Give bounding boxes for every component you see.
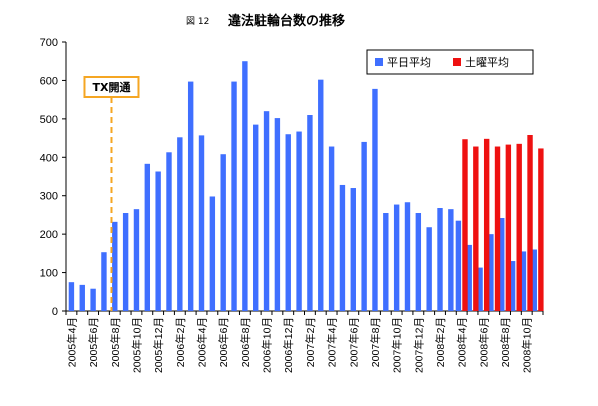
- y-tick-label: 700: [40, 37, 58, 49]
- bar-weekday: [531, 249, 537, 311]
- bar-weekday: [155, 171, 161, 311]
- bars-weekday-series: [68, 61, 537, 312]
- bar-weekday: [122, 213, 129, 311]
- bar-weekday: [404, 202, 411, 311]
- x-tick-label: 2008年6月: [477, 317, 490, 367]
- bar-weekday: [466, 244, 472, 311]
- x-tick-label: 2008年8月: [499, 317, 512, 367]
- y-tick-label: 400: [40, 152, 58, 164]
- x-tick-label: 2006年2月: [174, 317, 187, 367]
- y-ticks: 0 100 200 300 400 500 600 700: [40, 37, 66, 318]
- bar-saturday: [494, 146, 501, 311]
- bar-weekday: [437, 208, 443, 311]
- bar-weekday: [499, 218, 505, 311]
- bar-weekday: [328, 146, 335, 311]
- x-tick-label: 2007年12月: [412, 317, 425, 373]
- x-tick-label: 2007年10月: [391, 317, 404, 373]
- bar-saturday: [527, 134, 533, 311]
- bar-weekday: [101, 252, 107, 311]
- y-tick-label: 0: [52, 306, 58, 318]
- bar-weekday: [415, 213, 422, 311]
- bar-weekday: [339, 184, 346, 311]
- bar-saturday: [516, 143, 522, 311]
- bar-weekday: [350, 188, 356, 311]
- legend-swatch-weekday: [375, 58, 383, 66]
- bar-weekday: [112, 221, 118, 311]
- y-tick-label: 300: [40, 191, 58, 203]
- tx-opening-label: TX開通: [92, 81, 130, 94]
- bar-weekday: [198, 135, 205, 311]
- bar-weekday: [133, 209, 140, 311]
- bar-weekday: [448, 209, 454, 311]
- x-tick-label: 2007年4月: [326, 317, 339, 367]
- bar-weekday: [242, 61, 248, 311]
- bar-weekday: [90, 288, 96, 311]
- legend-label-saturday: 土曜平均: [465, 56, 509, 69]
- legend-swatch-saturday: [453, 58, 461, 66]
- y-tick-label: 500: [40, 114, 58, 126]
- x-tick-label: 2007年6月: [347, 317, 360, 367]
- x-tick-label: 2006年8月: [239, 317, 252, 367]
- bar-weekday: [296, 131, 302, 311]
- figure-number: 図 12: [186, 16, 209, 27]
- y-tick-label: 200: [40, 229, 58, 241]
- bar-weekday: [285, 134, 291, 311]
- bar-weekday: [220, 154, 226, 311]
- bar-weekday: [274, 118, 281, 312]
- bar-weekday: [187, 81, 194, 312]
- bar-weekday: [520, 251, 527, 311]
- bar-weekday: [477, 267, 483, 311]
- bar-saturday: [473, 146, 479, 311]
- bar-weekday: [383, 213, 389, 311]
- bar-saturday: [483, 138, 490, 311]
- bar-weekday: [455, 220, 462, 311]
- bar-weekday: [372, 88, 378, 311]
- bar-weekday: [253, 124, 259, 311]
- chart-title: 違法駐輪台数の推移: [228, 13, 345, 29]
- y-tick-label: 100: [40, 268, 58, 280]
- bar-saturday: [505, 144, 512, 311]
- x-tick-label: 2008年2月: [434, 317, 447, 367]
- x-tick-label: 2008年4月: [456, 317, 469, 367]
- bar-weekday: [307, 115, 313, 311]
- x-tick-label: 2005年6月: [87, 317, 100, 367]
- bar-weekday: [68, 282, 75, 311]
- bar-weekday: [144, 163, 151, 311]
- x-tick-label: 2007年2月: [304, 317, 317, 367]
- bar-weekday: [79, 284, 85, 311]
- bar-weekday: [231, 81, 237, 312]
- bar-weekday: [509, 261, 516, 311]
- x-tick-label: 2005年10月: [130, 317, 143, 373]
- x-tick-label: 2007年8月: [369, 317, 382, 367]
- x-tick-label: 2006年12月: [282, 317, 295, 373]
- x-tick-label: 2006年10月: [261, 317, 274, 373]
- bar-saturday: [538, 148, 544, 311]
- bar-weekday: [263, 111, 270, 312]
- x-tick-label: 2006年4月: [196, 317, 209, 367]
- bar-saturday: [462, 139, 468, 311]
- x-ticks: 2005年4月 2005年6月 2005年8月 2005年10月 2005年12月 200…: [65, 311, 544, 373]
- x-tick-label: 2008年10月: [521, 317, 534, 373]
- x-tick-label: 2005年8月: [109, 317, 122, 367]
- bar-weekday: [166, 152, 172, 311]
- bar-weekday: [361, 141, 367, 311]
- x-tick-label: 2005年12月: [152, 317, 165, 373]
- bar-weekday: [393, 204, 400, 311]
- bar-weekday: [177, 137, 183, 311]
- x-tick-label: 2006年6月: [217, 317, 230, 367]
- bar-weekday: [209, 196, 216, 311]
- tx-opening-annotation: TX開通: [83, 76, 140, 311]
- x-tick-label: 2005年4月: [65, 317, 78, 367]
- bar-weekday: [426, 227, 432, 311]
- legend-label-weekday: 平日平均: [387, 56, 431, 69]
- bar-weekday: [318, 79, 324, 311]
- legend-box: [366, 49, 534, 75]
- bars-saturday-series: [462, 134, 544, 311]
- legend: 平日平均 土曜平均: [366, 49, 534, 75]
- tx-opening-label-box: [83, 76, 140, 98]
- y-tick-label: 600: [40, 75, 58, 87]
- bar-weekday: [488, 234, 494, 311]
